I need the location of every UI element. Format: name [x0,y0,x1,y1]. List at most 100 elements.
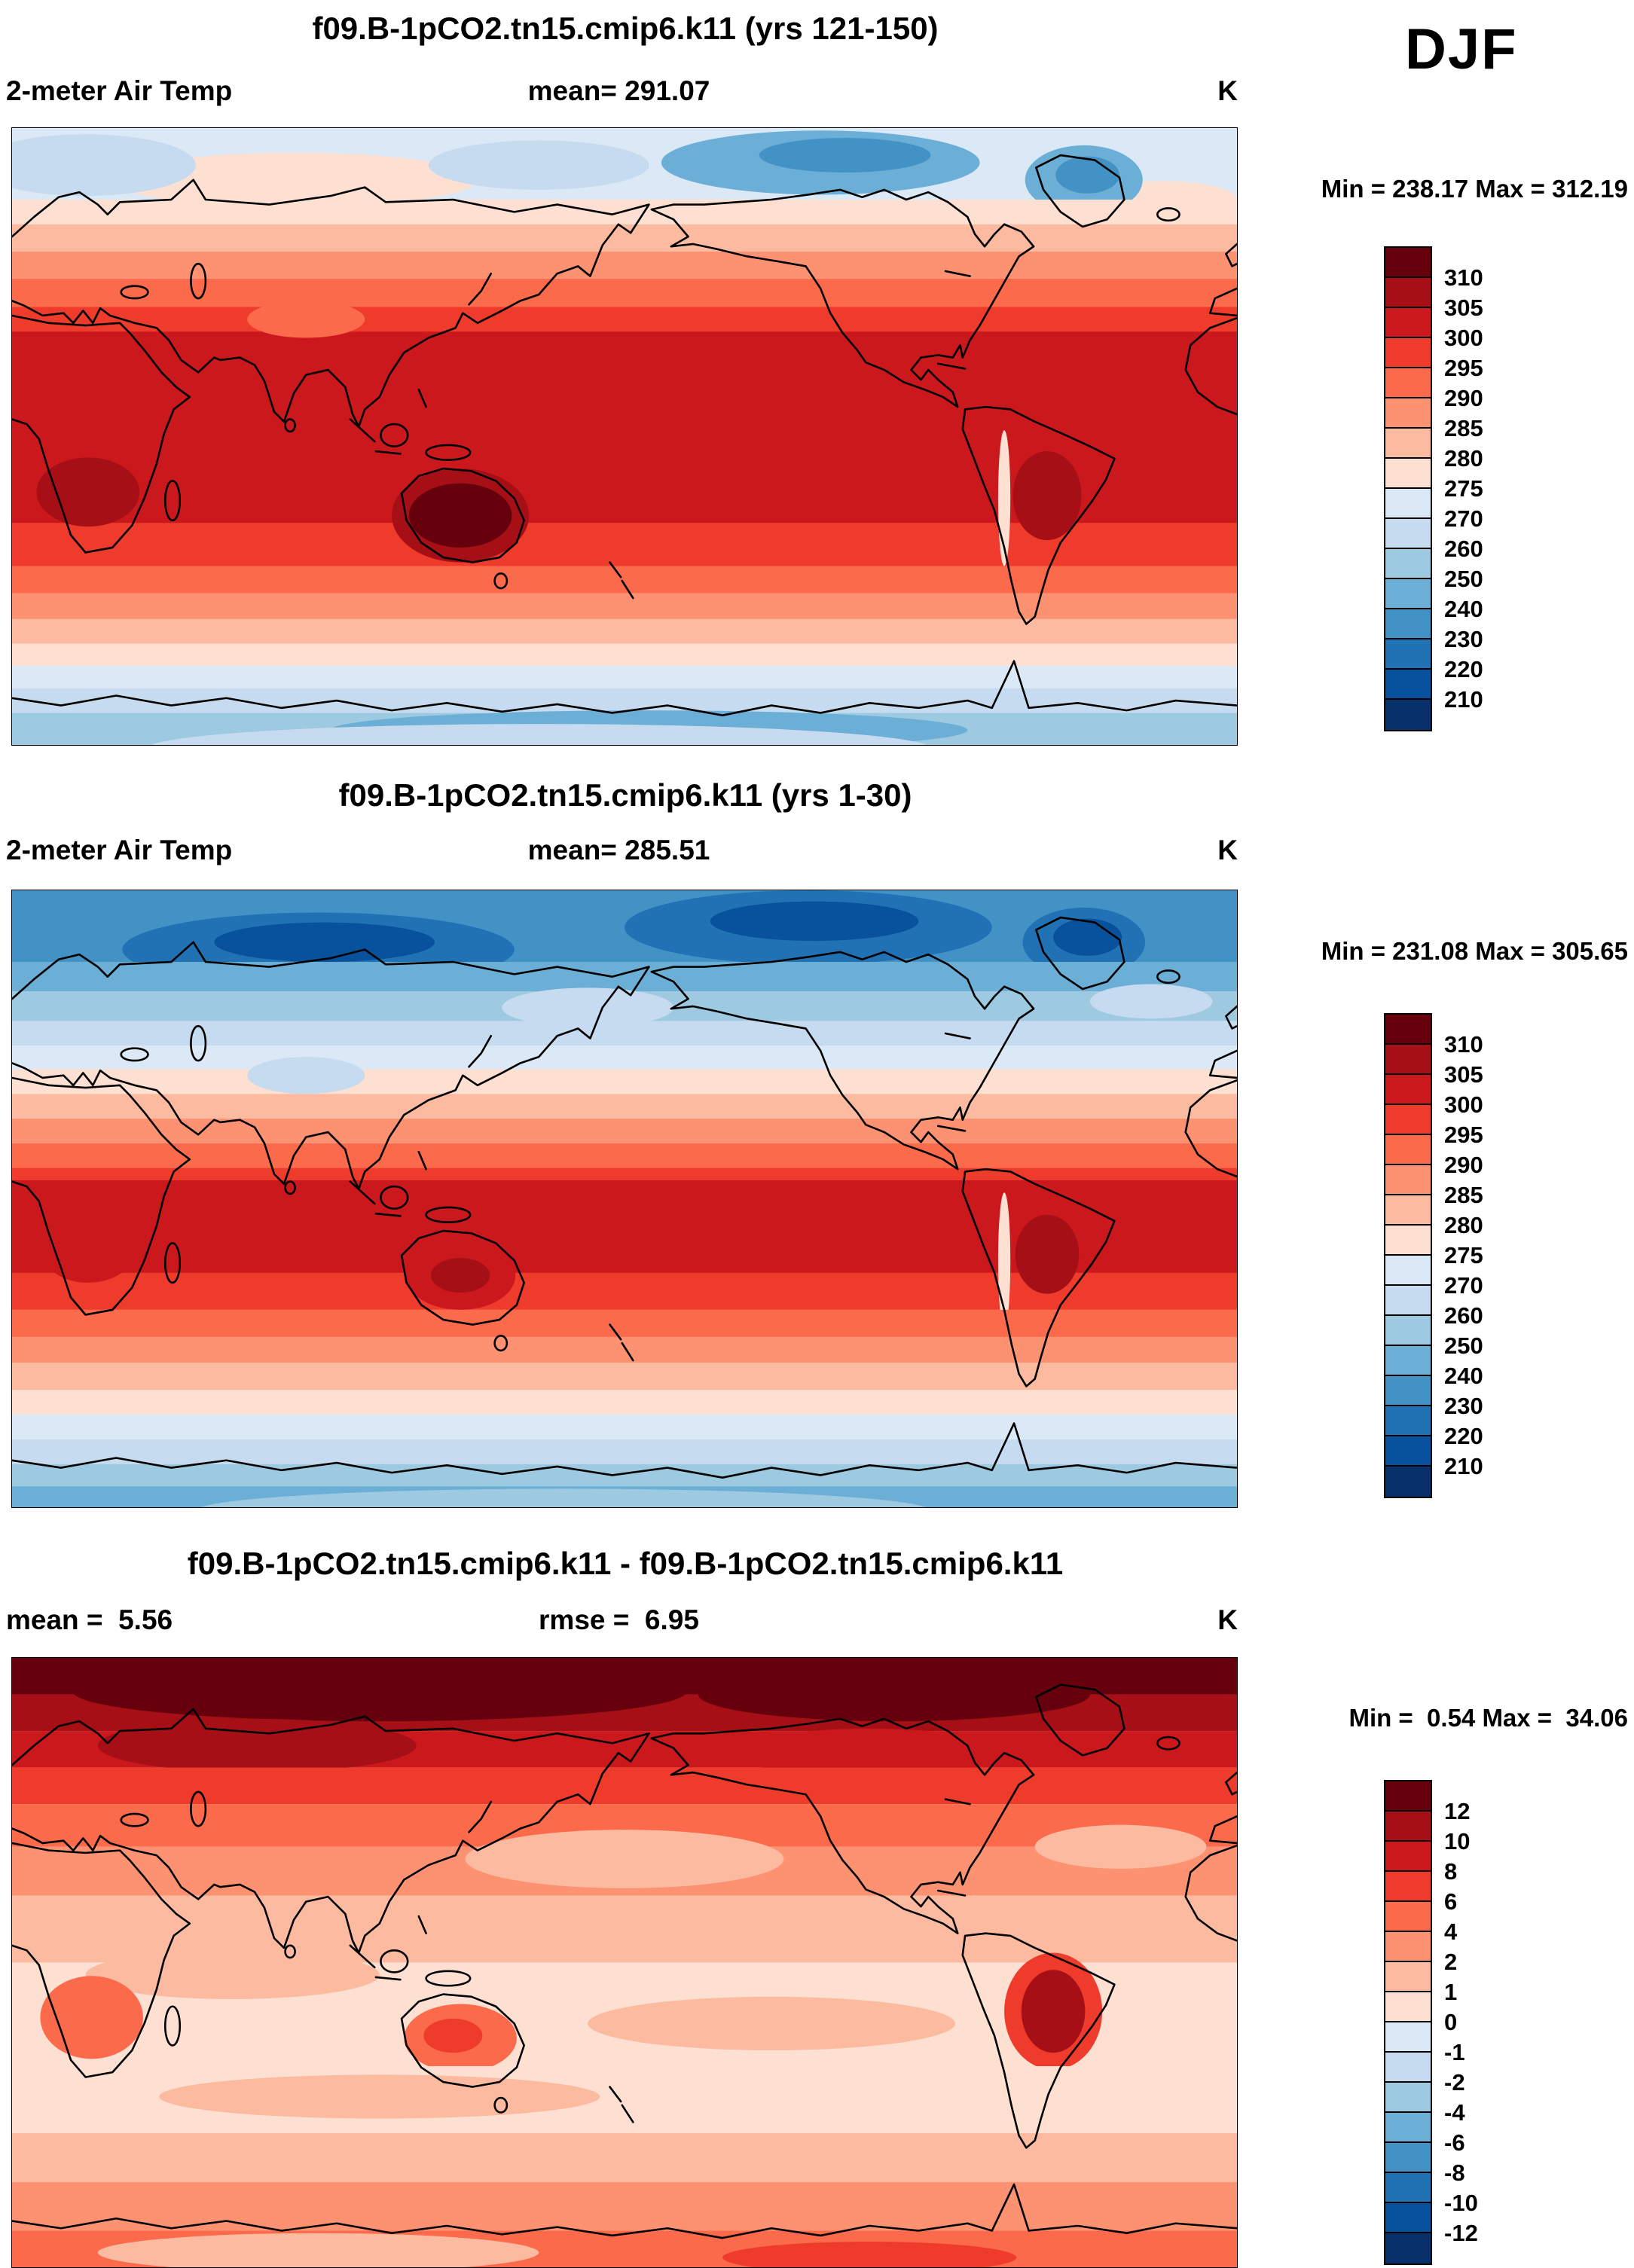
colorbar-cell [1385,1316,1431,1346]
colorbar-cell [1385,579,1431,609]
colorbar-tick-label: 0 [1444,2009,1458,2035]
colorbar-cells [1384,1013,1432,1498]
colorbar-tick-label: 305 [1444,295,1483,321]
colorbar-tick-label: -2 [1444,2069,1465,2096]
colorbar-cell [1385,308,1431,338]
colorbar-tick-label: 270 [1444,1272,1483,1299]
colorbar-cell [1385,1436,1431,1467]
colorbar-tick-label: 300 [1444,1091,1483,1118]
map-panel-3 [11,1657,1238,2268]
colorbar-cell [1385,1075,1431,1105]
colorbar-tick-label: 290 [1444,1152,1483,1178]
colorbar-cell [1385,2233,1431,2263]
colorbar-cell [1385,1346,1431,1376]
colorbar-cell [1385,1842,1431,1872]
colorbar-tick-label: 295 [1444,355,1483,381]
colorbar-cell [1385,670,1431,700]
colorbar-cell [1385,1165,1431,1195]
colorbar-cell [1385,429,1431,459]
panel-3-rmse-label: rmse = 6.95 [539,1604,699,1635]
colorbar-cell [1385,278,1431,308]
colorbar-cell [1385,2053,1431,2083]
panel-3-title: f09.B-1pCO2.tn15.cmip6.k11 - f09.B-1pCO2… [187,1546,1064,1581]
colorbar-tick-label: 275 [1444,1242,1483,1268]
colorbar-tick-label: 260 [1444,536,1483,562]
colorbar-tick-label: 210 [1444,1453,1483,1479]
panel-2-mean-label: mean= 285.51 [527,835,710,865]
colorbar-cell [1385,2143,1431,2173]
colorbar-tick-label: 310 [1444,264,1483,291]
colorbar-cell [1385,700,1431,730]
colorbar-cell [1385,1872,1431,1902]
map-panel-2 [11,890,1238,1508]
colorbar-tick-label: 310 [1444,1031,1483,1058]
colorbar-cell [1385,2022,1431,2053]
colorbar-cell [1385,368,1431,398]
panel-1-mean-label: mean= 291.07 [527,75,710,106]
world-map-svg [12,890,1237,1507]
panel-1-colorbar: 310 305 300 295 290 285 280 275 270 260 250 240 230 2… [1384,246,1535,731]
colorbar-cell [1385,609,1431,639]
colorbar-tick-label: -12 [1444,2220,1478,2246]
colorbar-tick-label: 4 [1444,1918,1458,1945]
colorbar-tick-label: 250 [1444,1332,1483,1359]
panel-3-minmax: Min = 0.54 Max = 34.06 [1348,1704,1628,1732]
colorbar-tick-label: 2 [1444,1949,1458,1975]
panel-2-field-label: 2-meter Air Temp [6,835,233,865]
colorbar-tick-label: 280 [1444,445,1483,472]
panel-3-units-label: K [1217,1604,1238,1635]
colorbar-cell [1385,639,1431,670]
colorbar-cell [1385,338,1431,368]
panel-1-field-label: 2-meter Air Temp [6,75,233,106]
colorbar-tick-label: -6 [1444,2129,1465,2156]
world-map-svg [12,1658,1237,2267]
colorbar-cell [1385,489,1431,519]
colorbar-cell [1385,1902,1431,1932]
colorbar-tick-label: 10 [1444,1828,1471,1854]
colorbar-tick-label: 300 [1444,325,1483,351]
colorbar-cell [1385,1781,1431,1812]
colorbar-cell [1385,398,1431,429]
colorbar-tick-label: 285 [1444,1182,1483,1208]
colorbar-tick-label: 280 [1444,1212,1483,1238]
colorbar-cells [1384,1780,1432,2265]
season-label: DJF [1405,17,1518,81]
colorbar-tick-label: 290 [1444,385,1483,411]
map-panel-1 [11,127,1238,746]
colorbar-tick-label: 305 [1444,1061,1483,1088]
colorbar-tick-label: 6 [1444,1888,1458,1915]
panel-1-minmax: Min = 238.17 Max = 312.19 [1321,175,1628,203]
colorbar-tick-label: 295 [1444,1122,1483,1148]
colorbar-cell [1385,2083,1431,2113]
panel-3-colorbar: 12 10 8 6 4 2 1 0 -1 -2 -4 -6 -8 -10 -12 [1384,1780,1535,2265]
colorbar-tick-label: 260 [1444,1302,1483,1329]
colorbar-tick-label: 250 [1444,566,1483,592]
colorbar-cell [1385,1376,1431,1406]
colorbar-cell [1385,1135,1431,1165]
colorbar-cell [1385,2173,1431,2203]
colorbar-cell [1385,2113,1431,2143]
colorbar-tick-label: 12 [1444,1798,1471,1824]
colorbar-cell [1385,1467,1431,1497]
panel-1-units-label: K [1217,75,1238,106]
colorbar-cells [1384,246,1432,731]
colorbar-cell [1385,2203,1431,2233]
colorbar-cell [1385,1045,1431,1075]
colorbar-cell [1385,1406,1431,1436]
colorbar-tick-label: 8 [1444,1858,1458,1885]
colorbar-tick-label: 270 [1444,505,1483,532]
colorbar-cell [1385,1195,1431,1226]
colorbar-tick-label: -1 [1444,2039,1465,2065]
colorbar-tick-label: 230 [1444,1393,1483,1419]
panel-2-minmax: Min = 231.08 Max = 305.65 [1321,937,1628,965]
colorbar-cell [1385,1015,1431,1045]
colorbar-tick-label: 230 [1444,626,1483,652]
world-map-svg [12,128,1237,745]
colorbar-cell [1385,549,1431,579]
colorbar-cell [1385,1105,1431,1135]
colorbar-cell [1385,519,1431,549]
colorbar-cell [1385,1256,1431,1286]
colorbar-tick-label: 220 [1444,656,1483,682]
colorbar-cell [1385,1812,1431,1842]
